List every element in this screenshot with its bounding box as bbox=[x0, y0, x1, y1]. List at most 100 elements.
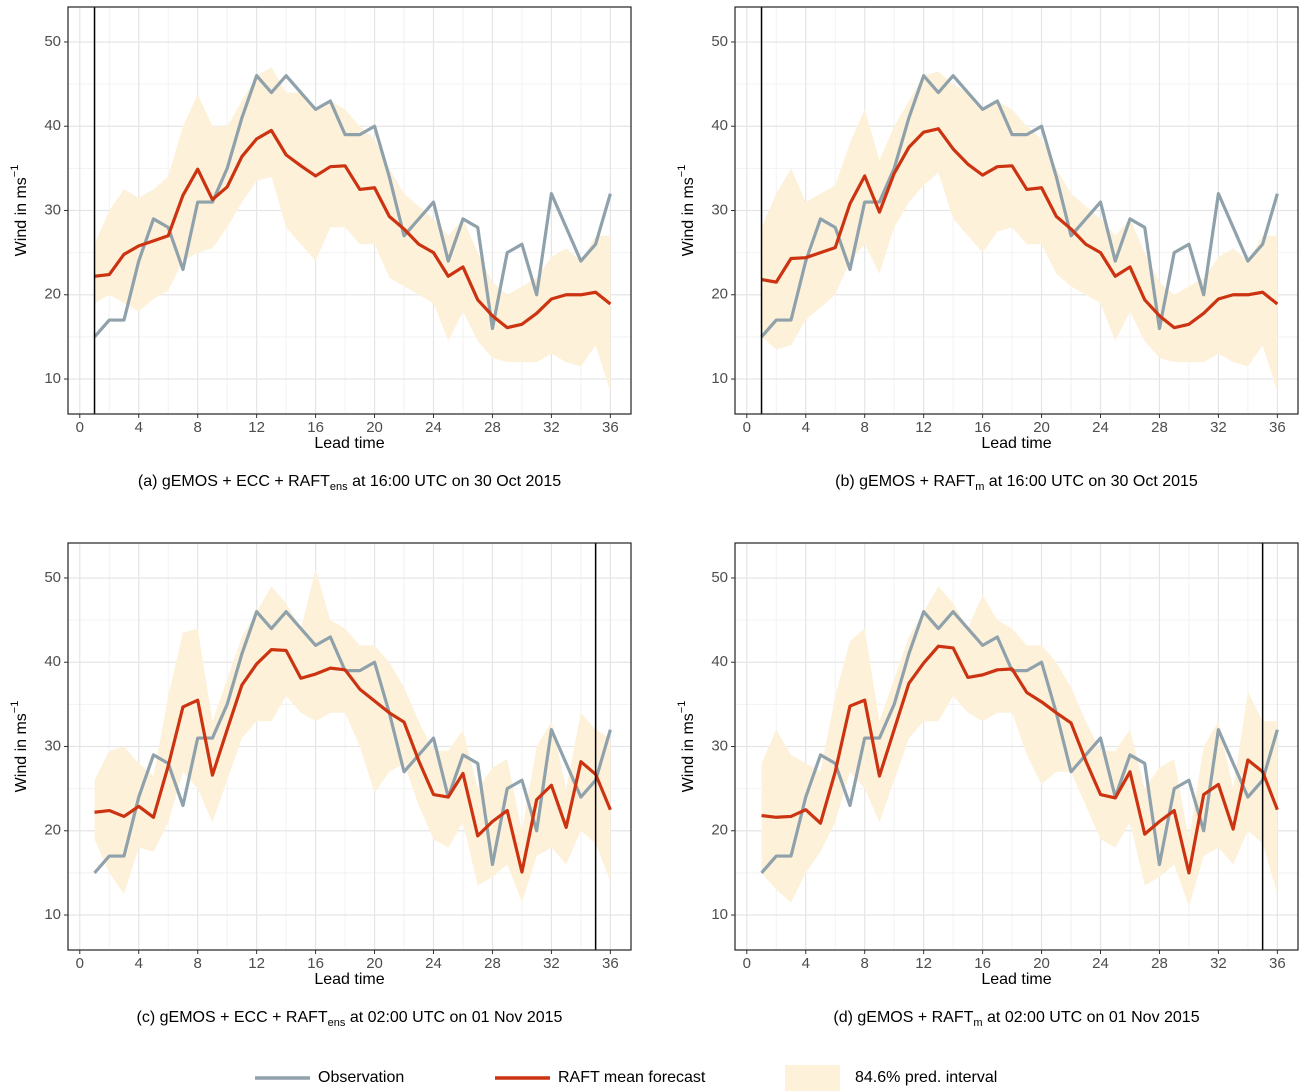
interval-band bbox=[94, 569, 611, 903]
x-tick-label: 16 bbox=[974, 955, 991, 972]
y-tick-label: 20 bbox=[44, 286, 61, 303]
x-tick-label: 24 bbox=[425, 419, 442, 436]
y-tick-label: 50 bbox=[44, 33, 61, 50]
caption-text: at 16:00 UTC on 30 Oct 2015 bbox=[348, 473, 562, 490]
y-tick-label: 10 bbox=[44, 370, 61, 387]
observation-line bbox=[760, 74, 1279, 338]
caption: (b) gEMOS + RAFTm at 16:00 UTC on 30 Oct… bbox=[835, 473, 1198, 493]
x-tick-label: 20 bbox=[1033, 419, 1050, 436]
x-axis-label: Lead time bbox=[314, 971, 384, 988]
x-tick-label: 32 bbox=[1210, 419, 1227, 436]
x-tick-label: 36 bbox=[602, 955, 619, 972]
y-tick-label: 20 bbox=[711, 822, 728, 839]
x-tick-label: 28 bbox=[484, 955, 501, 972]
x-tick-label: 20 bbox=[1033, 955, 1050, 972]
y-axis-label-sup: −1 bbox=[676, 701, 688, 714]
x-axis-label: Lead time bbox=[314, 435, 384, 452]
x-tick-label: 12 bbox=[248, 955, 265, 972]
y-tick-label: 10 bbox=[44, 906, 61, 923]
y-tick-label: 50 bbox=[44, 569, 61, 586]
y-axis-label-text: Wind in ms bbox=[680, 177, 697, 256]
y-axis-label-text: Wind in ms bbox=[680, 713, 697, 792]
caption: (c) gEMOS + ECC + RAFTens at 02:00 UTC o… bbox=[137, 1009, 563, 1029]
x-axis-label: Lead time bbox=[981, 971, 1051, 988]
x-tick-label: 8 bbox=[194, 419, 202, 436]
observation-line bbox=[93, 610, 612, 874]
x-tick-label: 8 bbox=[861, 955, 869, 972]
legend-label: 84.6% pred. interval bbox=[855, 1069, 997, 1086]
x-tick-label: 28 bbox=[1151, 419, 1168, 436]
caption-sub: m bbox=[973, 1017, 982, 1029]
y-tick-label: 40 bbox=[44, 117, 61, 134]
x-tick-label: 20 bbox=[366, 419, 383, 436]
observation-line bbox=[93, 74, 612, 338]
legend-label: RAFT mean forecast bbox=[558, 1069, 706, 1086]
caption-text: at 02:00 UTC on 01 Nov 2015 bbox=[983, 1009, 1200, 1026]
x-tick-label: 28 bbox=[484, 419, 501, 436]
x-axis-label: Lead time bbox=[981, 435, 1051, 452]
y-axis-label: Wind in ms−1 bbox=[676, 701, 697, 793]
legend-label: Observation bbox=[318, 1069, 404, 1086]
y-axis-label: Wind in ms−1 bbox=[676, 165, 697, 257]
y-axis-label: Wind in ms−1 bbox=[9, 165, 30, 257]
y-tick-label: 30 bbox=[711, 737, 728, 754]
forecast-line bbox=[94, 647, 612, 874]
x-tick-label: 16 bbox=[974, 419, 991, 436]
caption: (a) gEMOS + ECC + RAFTens at 16:00 UTC o… bbox=[138, 473, 561, 493]
x-tick-label: 36 bbox=[1269, 955, 1286, 972]
y-tick-label: 10 bbox=[711, 906, 728, 923]
y-axis-label-sup: −1 bbox=[9, 701, 21, 714]
y-tick-label: 30 bbox=[711, 201, 728, 218]
x-tick-label: 32 bbox=[543, 419, 560, 436]
interval-band bbox=[761, 71, 1278, 392]
legend-swatch bbox=[785, 1065, 840, 1091]
interval-band bbox=[761, 586, 1278, 907]
caption-text: (d) gEMOS + RAFT bbox=[833, 1009, 973, 1026]
y-axis-label: Wind in ms−1 bbox=[9, 701, 30, 793]
x-tick-label: 16 bbox=[307, 955, 324, 972]
x-tick-label: 8 bbox=[861, 419, 869, 436]
x-tick-label: 12 bbox=[915, 955, 932, 972]
x-tick-label: 24 bbox=[425, 955, 442, 972]
x-tick-label: 4 bbox=[802, 955, 810, 972]
caption: (d) gEMOS + RAFTm at 02:00 UTC on 01 Nov… bbox=[833, 1009, 1199, 1029]
caption-sub: ens bbox=[328, 1017, 346, 1029]
forecast-line bbox=[761, 644, 1279, 875]
forecast-line bbox=[94, 128, 612, 330]
caption-text: (b) gEMOS + RAFT bbox=[835, 473, 975, 490]
x-tick-label: 0 bbox=[743, 955, 751, 972]
y-tick-label: 40 bbox=[44, 653, 61, 670]
forecast-line bbox=[761, 127, 1279, 330]
y-tick-label: 50 bbox=[711, 33, 728, 50]
x-tick-label: 4 bbox=[135, 419, 143, 436]
y-axis-label-sup: −1 bbox=[9, 165, 21, 178]
x-tick-label: 12 bbox=[248, 419, 265, 436]
caption-sub: m bbox=[975, 481, 984, 493]
observation-line bbox=[760, 610, 1279, 874]
y-tick-label: 50 bbox=[711, 569, 728, 586]
x-tick-label: 0 bbox=[76, 955, 84, 972]
y-axis-label-text: Wind in ms bbox=[13, 713, 30, 792]
caption-text: (c) gEMOS + ECC + RAFT bbox=[137, 1009, 328, 1026]
x-tick-label: 4 bbox=[802, 419, 810, 436]
caption-text: at 02:00 UTC on 01 Nov 2015 bbox=[345, 1009, 562, 1026]
x-tick-label: 24 bbox=[1092, 419, 1109, 436]
x-tick-label: 36 bbox=[602, 419, 619, 436]
caption-sub: ens bbox=[330, 481, 348, 493]
y-axis-label-sup: −1 bbox=[676, 165, 688, 178]
caption-text: at 16:00 UTC on 30 Oct 2015 bbox=[984, 473, 1198, 490]
y-tick-label: 10 bbox=[711, 370, 728, 387]
x-tick-label: 24 bbox=[1092, 955, 1109, 972]
x-tick-label: 4 bbox=[135, 955, 143, 972]
y-tick-label: 20 bbox=[44, 822, 61, 839]
y-tick-label: 40 bbox=[711, 117, 728, 134]
caption-text: (a) gEMOS + ECC + RAFT bbox=[138, 473, 330, 490]
x-tick-label: 12 bbox=[915, 419, 932, 436]
x-tick-label: 36 bbox=[1269, 419, 1286, 436]
x-tick-label: 28 bbox=[1151, 955, 1168, 972]
x-tick-label: 20 bbox=[366, 955, 383, 972]
x-tick-label: 32 bbox=[1210, 955, 1227, 972]
y-tick-label: 20 bbox=[711, 286, 728, 303]
y-tick-label: 40 bbox=[711, 653, 728, 670]
